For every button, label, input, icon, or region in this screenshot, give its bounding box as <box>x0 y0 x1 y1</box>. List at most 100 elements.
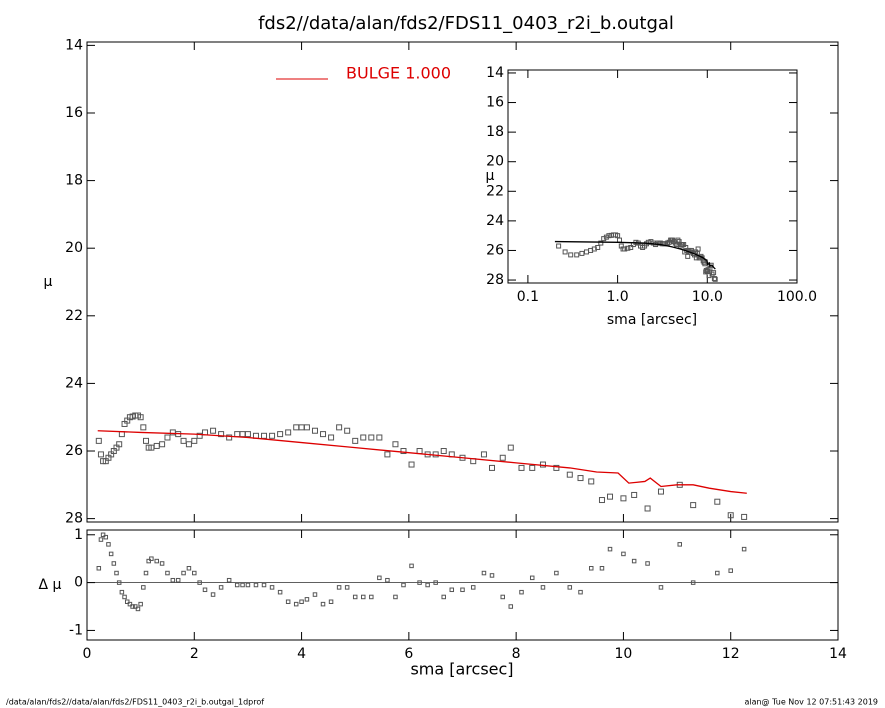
data-point <box>489 464 496 471</box>
data-point <box>715 570 720 576</box>
data-point <box>598 240 604 246</box>
data-point <box>556 243 562 249</box>
y-tick-label: 26 <box>65 443 83 459</box>
data-point <box>670 237 676 243</box>
chart-title: fds2//data/alan/fds2/FDS11_0403_r2i_b.ou… <box>258 13 674 34</box>
data-point <box>449 587 455 593</box>
data-point <box>432 451 439 458</box>
x-axis-label: sma [arcsec] <box>607 312 697 328</box>
data-point <box>645 239 651 245</box>
data-point <box>170 577 176 583</box>
data-point <box>95 437 102 444</box>
data-point <box>470 585 476 590</box>
data-point <box>508 604 514 609</box>
data-point <box>529 575 535 581</box>
y-tick-label: 1 <box>74 527 83 543</box>
data-point <box>143 437 150 444</box>
data-point <box>712 276 718 282</box>
footer-left: /data/alan/fds2//data/alan/fds2/FDS11_04… <box>6 698 264 707</box>
x-tick-label: 10 <box>615 646 633 662</box>
data-point <box>98 537 104 542</box>
data-point <box>218 585 224 590</box>
data-point <box>583 249 589 255</box>
data-point <box>741 546 747 552</box>
data-point <box>361 594 366 600</box>
y-tick-label: -1 <box>69 622 83 638</box>
y-tick-label: 22 <box>65 308 83 324</box>
data-point <box>285 429 292 436</box>
data-point <box>175 577 181 583</box>
data-point <box>440 448 447 455</box>
data-point <box>658 585 664 590</box>
data-point <box>196 432 203 439</box>
data-point <box>140 424 147 431</box>
data-point <box>645 561 650 566</box>
y-tick-label: 28 <box>486 272 504 288</box>
y-tick-label: 20 <box>486 154 504 170</box>
data-point <box>293 424 300 431</box>
data-point <box>185 441 192 448</box>
data-point <box>728 568 733 573</box>
plot-frame <box>86 529 839 641</box>
data-point <box>562 249 568 255</box>
data-point <box>352 594 358 600</box>
data-point <box>352 437 359 444</box>
data-point <box>226 434 233 441</box>
data-point <box>336 424 343 431</box>
data-point <box>169 429 176 436</box>
data-point <box>706 273 712 279</box>
data-point <box>108 551 114 557</box>
data-point <box>579 250 585 256</box>
plot-frame <box>507 69 798 284</box>
data-point <box>97 451 104 458</box>
data-point <box>218 431 225 438</box>
data-point <box>603 234 609 240</box>
data-point <box>277 431 284 438</box>
model-line <box>97 430 747 494</box>
y-tick-label: 28 <box>65 511 83 527</box>
data-point <box>293 601 299 607</box>
data-point <box>303 424 310 431</box>
data-point <box>369 594 374 600</box>
data-point <box>191 437 198 444</box>
data-point <box>149 556 154 561</box>
y-tick-label: 14 <box>65 37 83 53</box>
data-point <box>393 594 398 600</box>
legend-label: BULGE 1.000 <box>346 64 451 83</box>
data-point <box>631 558 637 564</box>
y-tick-label: 14 <box>486 65 504 81</box>
y-tick-label: 18 <box>486 124 504 140</box>
x-tick-label: 2 <box>190 646 199 662</box>
data-point <box>481 570 487 576</box>
data-point <box>711 276 717 282</box>
data-point <box>285 599 291 604</box>
data-point <box>261 432 268 439</box>
plot-frame <box>86 41 839 523</box>
data-point <box>567 585 573 590</box>
data-point <box>234 582 240 588</box>
x-tick-label: 0.1 <box>517 289 539 305</box>
data-point <box>401 582 406 588</box>
data-point <box>417 580 422 585</box>
y-axis-label: μ <box>486 168 495 184</box>
data-point <box>111 561 117 566</box>
data-point <box>690 580 696 585</box>
data-point <box>566 471 573 478</box>
data-point <box>500 594 505 600</box>
data-point <box>529 464 536 471</box>
y-tick-label: 20 <box>65 240 83 256</box>
x-tick-label: 10.0 <box>692 289 723 305</box>
data-point <box>240 582 245 588</box>
data-point <box>180 437 187 444</box>
data-point <box>269 585 275 590</box>
data-point <box>106 542 111 547</box>
data-point <box>433 580 438 585</box>
data-point <box>714 498 721 505</box>
data-point <box>119 589 125 595</box>
data-point <box>135 606 141 612</box>
x-tick-label: 100.0 <box>777 289 817 305</box>
data-point <box>328 434 335 441</box>
data-point <box>311 427 318 434</box>
data-point <box>408 461 415 468</box>
